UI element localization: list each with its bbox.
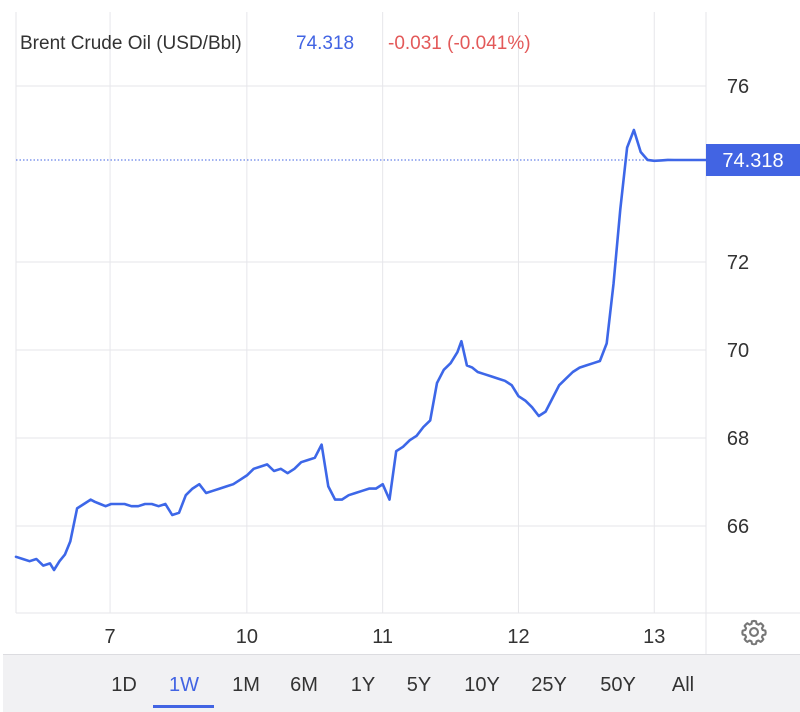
range-1m-button[interactable]: 1M bbox=[232, 674, 260, 696]
range-5y-button[interactable]: 5Y bbox=[406, 674, 432, 696]
instrument-name: Brent Crude Oil (USD/Bbl) bbox=[20, 33, 242, 54]
y-tick-label: 72 bbox=[727, 252, 749, 274]
series-layer bbox=[14, 128, 716, 572]
range-10y-button[interactable]: 10Y bbox=[464, 674, 500, 696]
range-1d-button[interactable]: 1D bbox=[111, 674, 137, 696]
y-tick-label: 70 bbox=[727, 340, 749, 362]
active-range-indicator bbox=[153, 705, 214, 708]
last-price-layer: 74.318 bbox=[16, 144, 800, 177]
y-tick-label: 66 bbox=[727, 516, 749, 538]
range-25y-button[interactable]: 25Y bbox=[531, 674, 567, 696]
price-change: -0.031 (-0.041%) bbox=[388, 33, 531, 54]
gear-icon[interactable] bbox=[740, 618, 768, 646]
range-all-button[interactable]: All bbox=[671, 674, 695, 696]
last-price-badge bbox=[706, 144, 800, 177]
axis-ticks: 7 10 11 12 13 66 68 70 72 76 bbox=[104, 76, 749, 648]
range-1w-button[interactable]: 1W bbox=[169, 674, 199, 696]
grid bbox=[15, 12, 800, 654]
x-tick-label: 7 bbox=[104, 626, 115, 648]
x-tick-label: 13 bbox=[643, 626, 665, 648]
y-tick-label: 68 bbox=[727, 428, 749, 450]
x-tick-label: 11 bbox=[372, 626, 393, 648]
x-tick-label: 10 bbox=[236, 626, 258, 648]
range-50y-button[interactable]: 50Y bbox=[600, 674, 636, 696]
range-6m-button[interactable]: 6M bbox=[290, 674, 318, 696]
range-selector: 1D 1W 1M 6M 1Y 5Y 10Y 25Y 50Y All bbox=[3, 654, 800, 712]
price-line bbox=[14, 128, 716, 572]
y-tick-label: 76 bbox=[727, 76, 749, 98]
range-1y-button[interactable]: 1Y bbox=[350, 674, 376, 696]
x-tick-label: 12 bbox=[507, 626, 529, 648]
last-price-label: 74.318 bbox=[722, 150, 783, 172]
current-price: 74.318 bbox=[296, 33, 355, 54]
